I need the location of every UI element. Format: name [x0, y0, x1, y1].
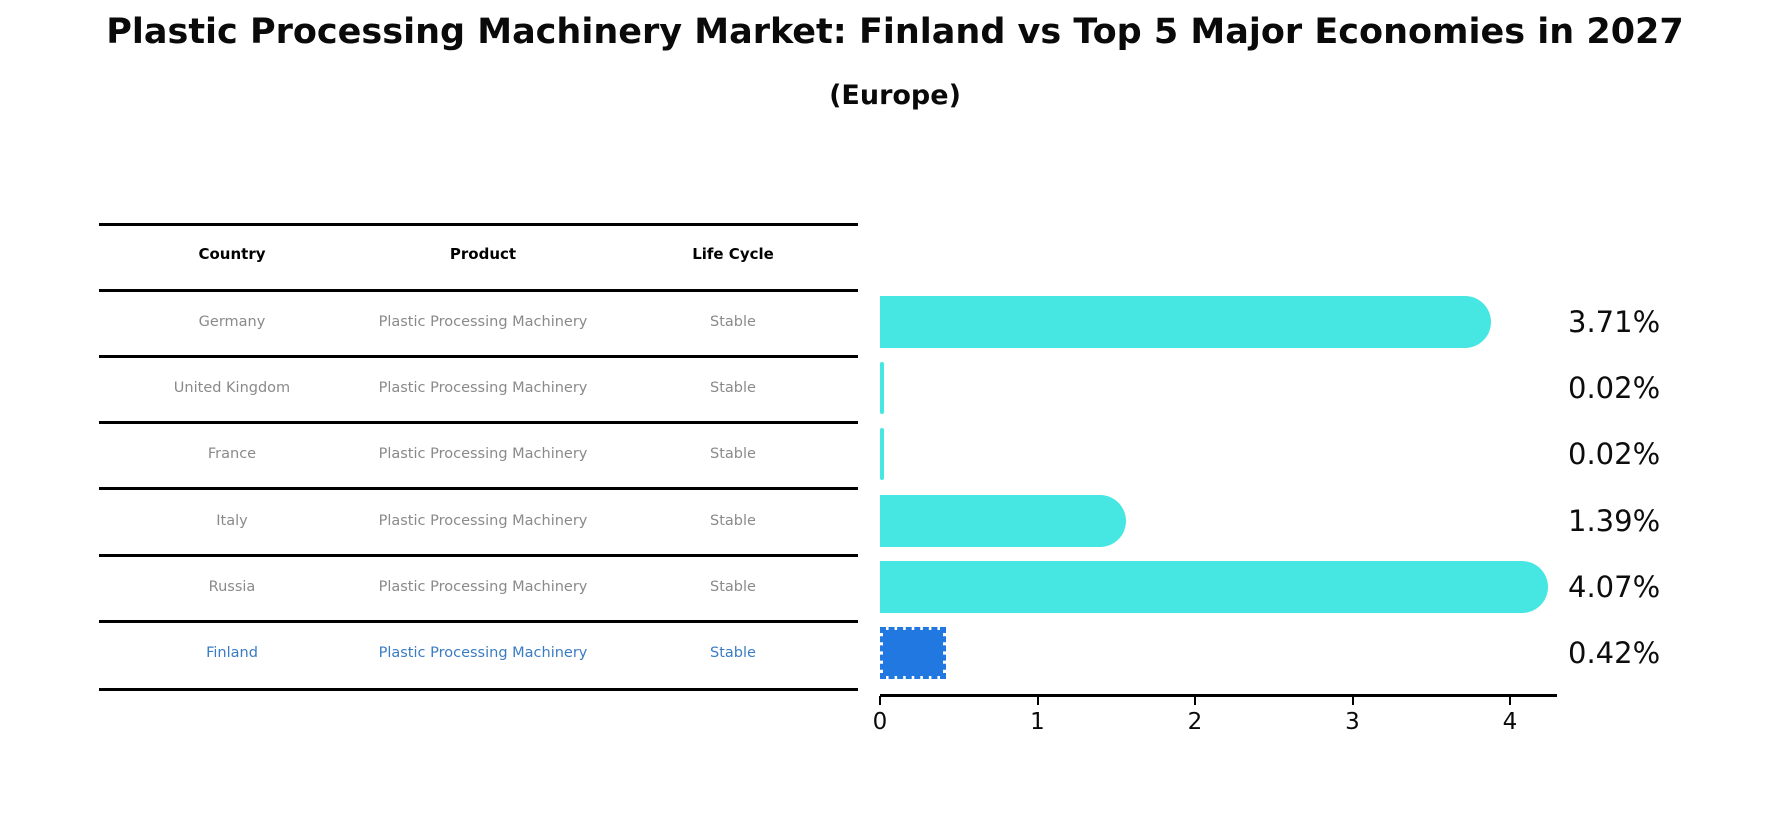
row-separator-line: [99, 289, 858, 292]
table-header-product: Product: [449, 245, 517, 263]
product-cell: Plastic Processing Machinery: [378, 446, 588, 463]
chart-title: Plastic Processing Machinery Market: Fin…: [106, 12, 1684, 52]
product-cell: Plastic Processing Machinery: [378, 645, 588, 661]
table-header-lifecycle: Life Cycle: [692, 245, 774, 263]
row-separator-line: [99, 421, 858, 424]
chart-subtitle: (Europe): [829, 80, 961, 111]
row-separator-line: [99, 688, 858, 691]
row-separator-line: [99, 487, 858, 490]
row-separator-line: [99, 355, 858, 358]
x-axis-line: [880, 694, 1557, 697]
lifecycle-cell: Stable: [710, 645, 756, 661]
country-cell: Russia: [208, 578, 256, 595]
lifecycle-cell: Stable: [710, 314, 756, 330]
row-separator-line: [99, 620, 858, 623]
x-tick: [1351, 696, 1354, 705]
x-tick: [1194, 696, 1196, 705]
product-cell: Plastic Processing Machinery: [378, 380, 588, 397]
table-header-country: Country: [198, 245, 266, 263]
x-tick: [1509, 696, 1511, 705]
country-cell: Germany: [198, 314, 266, 330]
value-label: 1.39%: [1568, 503, 1661, 538]
x-tick-label: 2: [1187, 709, 1203, 735]
row-separator-line: [99, 223, 858, 226]
country-cell: Italy: [216, 512, 248, 529]
x-tick: [879, 696, 881, 705]
bar: [880, 560, 1549, 613]
bar: [880, 296, 1492, 348]
product-cell: Plastic Processing Machinery: [378, 578, 588, 595]
highlight-bar: [880, 627, 947, 679]
bar: [880, 494, 1126, 547]
country-cell: France: [207, 446, 257, 463]
value-label: 0.02%: [1568, 371, 1661, 406]
country-cell: United Kingdom: [173, 380, 291, 397]
bar: [880, 362, 884, 415]
lifecycle-cell: Stable: [710, 512, 756, 529]
bar: [880, 428, 884, 481]
lifecycle-cell: Stable: [710, 380, 756, 397]
lifecycle-cell: Stable: [710, 446, 756, 463]
x-tick-label: 3: [1345, 709, 1360, 735]
x-tick-label: 4: [1502, 709, 1518, 735]
row-separator-line: [99, 554, 858, 557]
product-cell: Plastic Processing Machinery: [378, 314, 588, 330]
country-cell: Finland: [206, 645, 258, 661]
x-tick: [1036, 696, 1039, 705]
x-tick-label: 0: [872, 709, 888, 735]
value-label: 0.42%: [1568, 636, 1661, 670]
lifecycle-cell: Stable: [710, 578, 756, 595]
value-label: 3.71%: [1568, 305, 1661, 339]
product-cell: Plastic Processing Machinery: [378, 512, 588, 529]
value-label: 4.07%: [1568, 569, 1661, 604]
x-tick-label: 1: [1030, 709, 1045, 735]
value-label: 0.02%: [1568, 437, 1661, 472]
